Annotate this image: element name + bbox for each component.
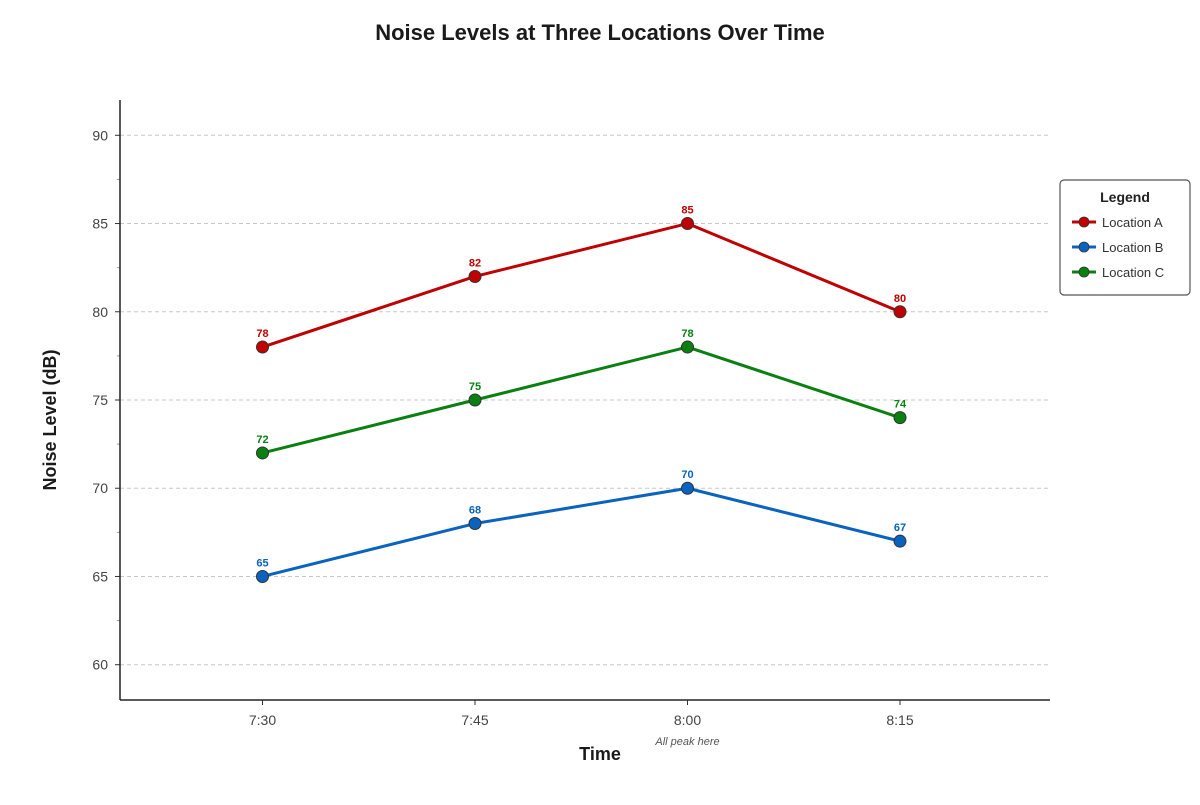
x-tick-label: 7:45: [461, 712, 488, 728]
data-point: [468, 393, 482, 407]
legend: Legend Location A Location B Location C: [1059, 179, 1191, 296]
legend-item: Location B: [1072, 240, 1163, 255]
data-label: 80: [894, 293, 906, 305]
data-label: 78: [681, 328, 693, 340]
legend-swatch-marker: [1078, 216, 1090, 228]
y-tick-label: 85: [92, 216, 108, 232]
x-tick-label: 8:00: [674, 712, 701, 728]
axes: 60 65 70 75 80 85 90 7:30 7:45 8:00 8:15 All peak h…: [92, 100, 1050, 748]
data-label: 74: [894, 399, 907, 411]
data-point: [893, 305, 907, 319]
series-line: [262, 486, 901, 578]
legend-label: Location A: [1102, 215, 1163, 230]
legend-swatch-marker: [1078, 241, 1090, 253]
data-label: 75: [469, 381, 481, 393]
y-tick-label: 75: [92, 392, 108, 408]
legend-swatch-marker: [1078, 266, 1090, 278]
y-tick-label: 60: [92, 657, 108, 673]
data-point: [256, 446, 269, 460]
y-tick-label: 65: [92, 568, 108, 584]
data-label: 78: [256, 328, 268, 340]
data-point: [681, 481, 694, 495]
data-point: [256, 340, 269, 354]
data-label: 67: [894, 522, 906, 534]
data-point: [681, 340, 694, 354]
x-tick-label: 8:15: [886, 712, 913, 728]
data-point: [893, 411, 907, 425]
data-point: [681, 217, 694, 231]
y-tick-label: 80: [92, 304, 108, 320]
data-label: 85: [681, 205, 693, 217]
series-location-b: 65 68 70 67: [256, 469, 907, 583]
x-axis-label: Time: [579, 744, 621, 764]
data-point: [468, 517, 482, 531]
data-label: 68: [469, 505, 481, 517]
series-line: [262, 345, 901, 455]
legend-item: Location C: [1072, 265, 1164, 280]
series-location-c: 72 75 78 74: [256, 328, 907, 460]
legend-box: [1059, 179, 1191, 296]
legend-title: Legend: [1100, 189, 1150, 205]
data-label: 65: [256, 557, 268, 569]
data-label: 82: [469, 257, 481, 269]
legend-item: Location A: [1072, 215, 1163, 230]
data-point: [256, 569, 269, 583]
y-axis-label: Noise Level (dB): [40, 349, 60, 490]
legend-label: Location C: [1102, 265, 1164, 280]
annotation-text: All peak here: [654, 736, 719, 748]
y-tick-label: 90: [92, 127, 108, 143]
series-line: [262, 222, 901, 349]
series-group: 78 82 85 80 65 68 70 67 72 75 78 74: [256, 205, 907, 583]
series-location-a: 78 82 85 80: [256, 205, 907, 354]
data-point: [893, 534, 907, 548]
data-label: 70: [681, 469, 693, 481]
x-tick-label: 7:30: [249, 712, 276, 728]
data-point: [468, 269, 482, 283]
y-tick-label: 70: [92, 480, 108, 496]
grid-lines: [120, 134, 1050, 666]
data-label: 72: [256, 434, 268, 446]
legend-label: Location B: [1102, 240, 1163, 255]
chart-title: Noise Levels at Three Locations Over Tim…: [375, 20, 825, 45]
